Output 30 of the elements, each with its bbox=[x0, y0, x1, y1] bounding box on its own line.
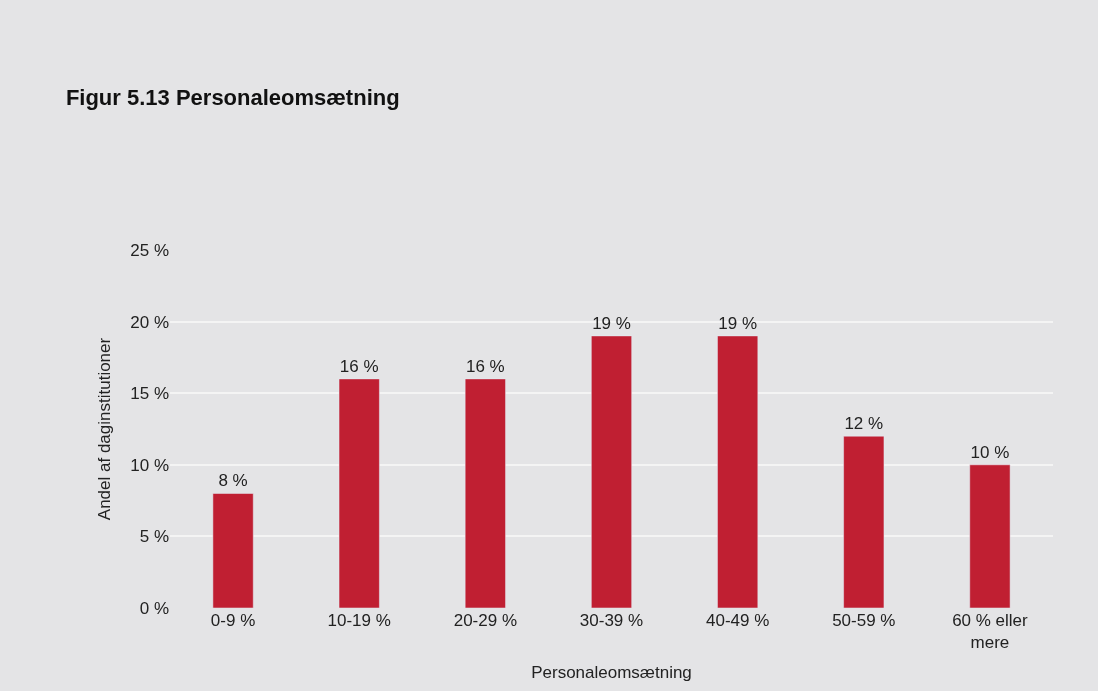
x-tick-label: 0-9 % bbox=[210, 611, 256, 630]
bar bbox=[338, 378, 380, 608]
x-tick-label: 60 % eller mere bbox=[952, 611, 1029, 653]
y-tick-label: 20 % bbox=[130, 312, 169, 332]
y-tick-label: 10 % bbox=[130, 455, 169, 475]
x-tick-label: 40-49 % bbox=[705, 611, 770, 630]
y-tick-label: 25 % bbox=[130, 240, 169, 260]
x-tick-label: 10-19 % bbox=[327, 611, 391, 630]
x-tick-label: 20-29 % bbox=[453, 611, 518, 630]
bar bbox=[969, 464, 1011, 608]
x-tick-label: 30-39 % bbox=[579, 611, 644, 630]
data-label: 12 % bbox=[844, 414, 884, 434]
data-label: 16 % bbox=[339, 356, 379, 376]
chart-title: Figur 5.13 Personaleomsætning bbox=[65, 85, 400, 111]
y-tick-label: 5 % bbox=[139, 527, 169, 547]
bar bbox=[843, 435, 885, 608]
bar bbox=[717, 335, 759, 608]
y-tick-label: 0 % bbox=[139, 598, 169, 618]
x-tick-label: 50-59 % bbox=[832, 611, 896, 630]
data-label: 19 % bbox=[592, 313, 631, 333]
y-tick-label: 15 % bbox=[130, 384, 169, 404]
bar bbox=[591, 335, 632, 608]
data-label: 16 % bbox=[465, 356, 505, 376]
data-label: 8 % bbox=[218, 471, 248, 491]
y-axis-title: Andel af daginstitutioner bbox=[94, 337, 114, 521]
bar bbox=[212, 493, 254, 608]
x-axis-title: Personaleomsætning bbox=[531, 663, 692, 683]
data-label: 19 % bbox=[718, 313, 758, 333]
data-label: 10 % bbox=[970, 442, 1010, 462]
bar bbox=[464, 378, 506, 608]
